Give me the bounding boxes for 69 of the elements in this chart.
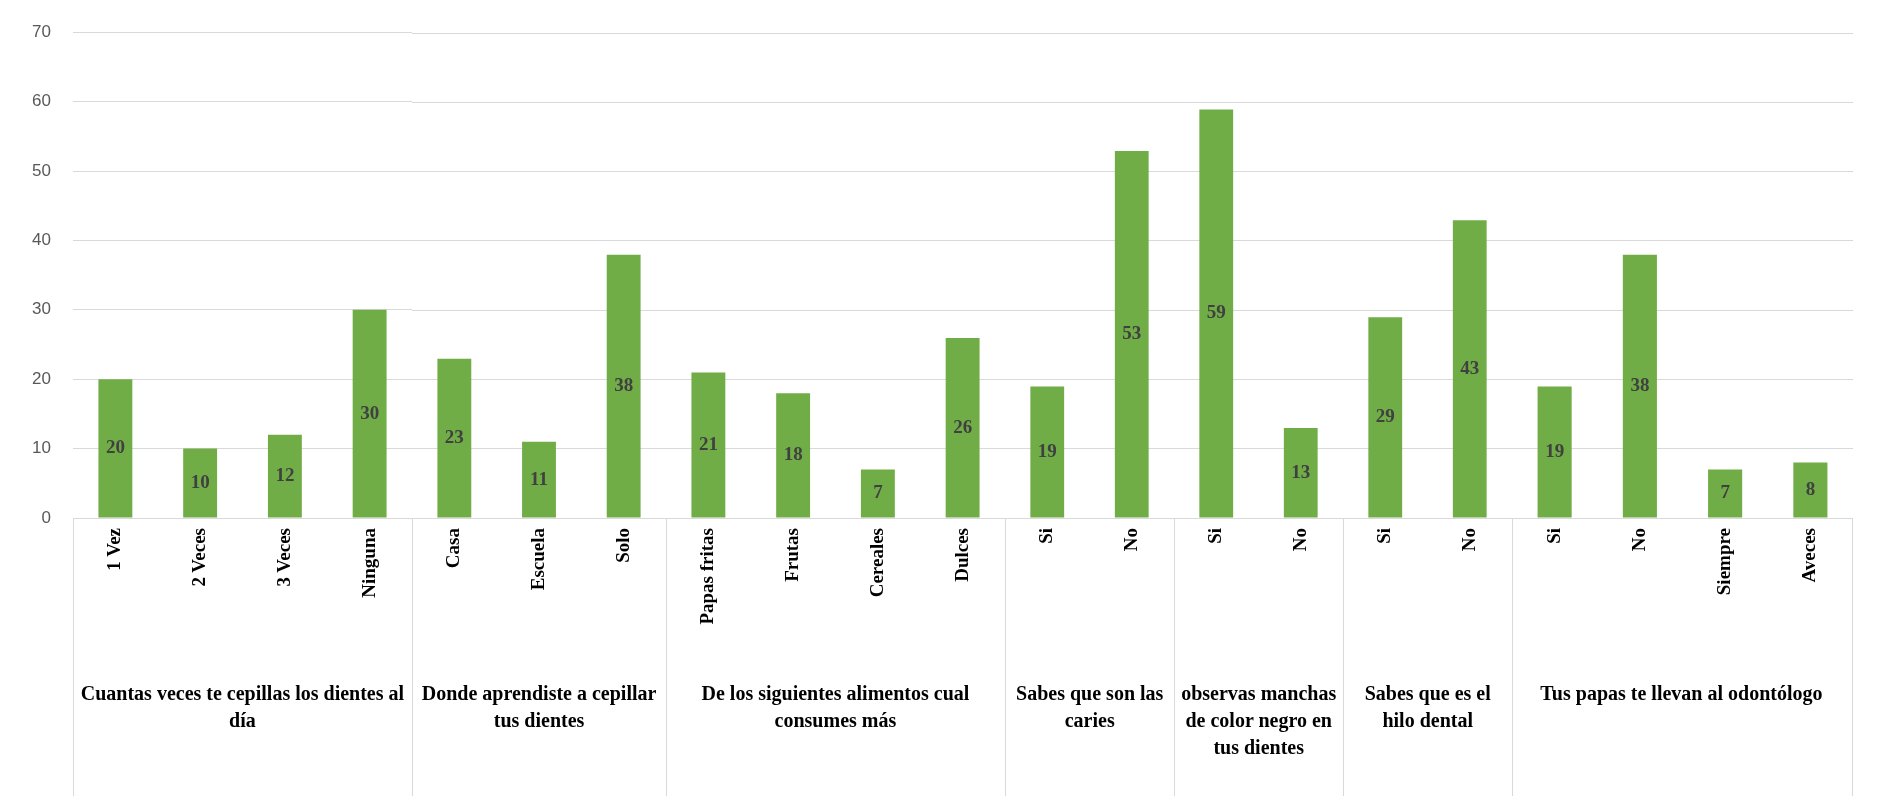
bar	[860, 469, 895, 518]
x-tick-label: Papas fritas	[696, 528, 718, 625]
text: De los siguientes alimentos cual consumes más	[700, 681, 971, 733]
data-label: 19	[1545, 439, 1565, 461]
x-tick-label: Dulces	[950, 528, 972, 582]
y-tick-label: 30	[32, 299, 51, 319]
x-tick-label: 3 Veces	[272, 528, 294, 587]
text: Donde aprendiste a cepillar tus dientes	[420, 681, 658, 733]
text: Tus papas te llevan al odontólogo	[1539, 681, 1824, 707]
bar	[267, 434, 302, 518]
bar	[691, 372, 726, 518]
bar	[1537, 386, 1572, 518]
bar	[776, 393, 811, 518]
y-tick-label: 60	[32, 91, 51, 111]
data-label: 38	[1630, 374, 1650, 396]
y-tick-label: 50	[32, 160, 51, 180]
x-tick-label: Si	[1542, 528, 1564, 544]
data-label: 7	[873, 481, 884, 503]
x-tick-label: No	[1457, 528, 1479, 552]
data-label: 59	[1206, 301, 1226, 323]
x-tick-label: Siempre	[1713, 528, 1735, 596]
bar	[1708, 469, 1743, 518]
x-tick-label: No	[1119, 528, 1141, 552]
x-tick-label: Cereales	[865, 528, 887, 598]
bar	[945, 337, 980, 518]
text: observas manchas de color negro en tus dientes	[1180, 681, 1338, 760]
data-label: 21	[698, 432, 718, 454]
data-label: 11	[530, 467, 548, 489]
y-tick-label: 20	[32, 368, 51, 388]
data-label: 30	[360, 401, 380, 423]
y-tick-label: 10	[32, 438, 51, 458]
text: Sabes que son las caries	[1015, 681, 1165, 733]
data-label: 20	[105, 436, 125, 458]
data-label: 23	[444, 426, 464, 448]
text: Cuantas veces te cepillas los dientes al día	[79, 681, 406, 733]
bar	[1793, 462, 1828, 518]
y-tick-label: 40	[32, 230, 51, 250]
x-tick-label: Casa	[442, 527, 464, 569]
y-tick-label: 70	[32, 21, 51, 41]
x-tick-label: Escuela	[526, 527, 548, 591]
x-tick-label: Aveces	[1798, 528, 1820, 583]
x-tick-label: 2 Veces	[188, 528, 210, 587]
y-tick-label: 0	[41, 507, 51, 527]
data-label: 10	[190, 470, 210, 492]
text: Sabes que es el hilo dental	[1363, 681, 1492, 733]
bar	[98, 379, 133, 518]
data-label: 19	[1037, 439, 1057, 461]
bar	[352, 309, 387, 518]
bar	[183, 448, 218, 518]
x-tick-label: Si	[1035, 528, 1057, 544]
x-tick-label: Ninguna	[357, 527, 379, 598]
data-label: 7	[1720, 481, 1731, 503]
x-tick-label: No	[1627, 528, 1649, 552]
data-label: 29	[1375, 405, 1395, 427]
x-tick-label: Si	[1373, 528, 1395, 544]
x-tick-label: Si	[1204, 528, 1226, 544]
data-label: 26	[953, 415, 973, 437]
data-label: 43	[1460, 356, 1480, 378]
x-tick-label: Frutas	[781, 528, 803, 582]
data-label: 38	[614, 374, 634, 396]
data-label: 8	[1805, 477, 1816, 499]
bar	[1622, 254, 1657, 518]
data-label: 12	[275, 464, 295, 486]
x-tick-label: Solo	[611, 528, 633, 563]
data-label: 13	[1291, 460, 1311, 482]
x-tick-label: 1 Vez	[103, 527, 125, 571]
x-tick-label: No	[1288, 528, 1310, 552]
data-label: 18	[783, 443, 803, 465]
data-label: 53	[1122, 322, 1142, 344]
